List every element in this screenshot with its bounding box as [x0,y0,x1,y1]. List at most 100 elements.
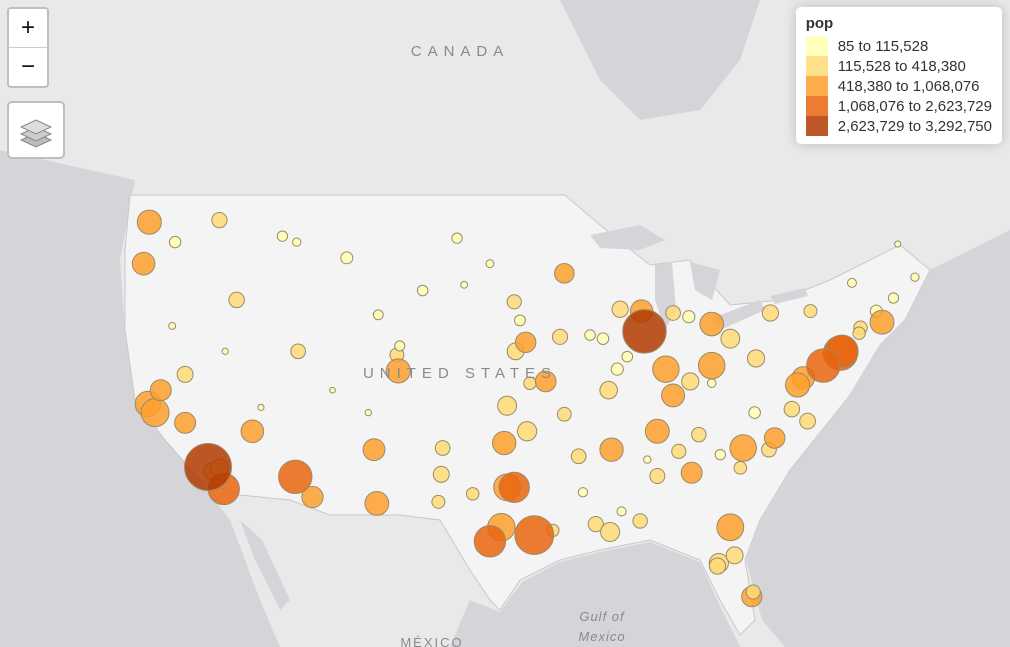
population-marker[interactable] [301,485,324,509]
population-marker[interactable] [329,386,336,394]
population-marker[interactable] [803,304,818,319]
population-marker[interactable] [517,421,538,442]
population-marker[interactable] [887,292,900,304]
population-marker[interactable] [682,310,696,324]
population-marker[interactable] [600,521,621,542]
population-marker[interactable] [716,513,745,542]
population-marker[interactable] [599,437,624,462]
population-marker[interactable] [431,494,446,509]
population-marker[interactable] [599,380,618,400]
population-marker[interactable] [394,340,406,352]
population-marker[interactable] [465,487,480,501]
population-marker[interactable] [340,251,354,265]
population-marker[interactable] [763,427,786,449]
population-marker[interactable] [556,406,572,422]
population-marker[interactable] [149,379,172,402]
population-marker[interactable] [785,372,811,398]
population-marker[interactable] [806,348,841,383]
population-marker[interactable] [596,332,610,345]
population-marker[interactable] [554,263,575,284]
population-marker[interactable] [211,211,228,229]
population-marker[interactable] [799,412,816,430]
population-marker[interactable] [894,240,902,248]
population-marker[interactable] [290,343,307,360]
population-marker[interactable] [729,434,757,462]
population-marker[interactable] [661,383,686,408]
population-marker[interactable] [451,232,463,244]
population-marker[interactable] [725,546,744,565]
population-marker[interactable] [292,237,302,247]
population-marker[interactable] [497,395,518,416]
population-marker[interactable] [691,426,707,443]
population-marker[interactable] [184,443,232,491]
population-marker[interactable] [473,525,507,558]
population-marker[interactable] [174,411,197,434]
population-marker[interactable] [846,277,857,288]
population-marker[interactable] [577,487,589,498]
population-marker[interactable] [665,305,681,321]
population-marker[interactable] [364,491,390,516]
population-marker[interactable] [362,438,386,462]
population-marker[interactable] [720,328,741,349]
population-marker[interactable] [514,314,526,327]
population-marker[interactable] [584,329,596,341]
layers-button[interactable] [7,101,65,159]
population-marker[interactable] [852,326,866,340]
population-marker[interactable] [221,347,229,355]
population-marker[interactable] [671,443,687,459]
population-marker[interactable] [364,408,372,417]
population-marker[interactable] [761,304,780,322]
population-marker[interactable] [514,331,537,354]
population-marker[interactable] [257,403,265,412]
population-marker[interactable] [416,284,429,297]
population-marker[interactable] [610,362,624,376]
population-marker[interactable] [680,461,703,484]
population-marker[interactable] [699,311,725,337]
population-marker[interactable] [534,370,557,393]
population-marker[interactable] [697,351,726,380]
population-marker[interactable] [434,440,451,456]
population-marker[interactable] [372,309,384,321]
population-marker[interactable] [498,471,530,504]
population-marker[interactable] [611,300,629,318]
population-marker[interactable] [622,309,667,354]
population-marker[interactable] [587,515,604,533]
population-marker[interactable] [681,372,700,391]
population-marker[interactable] [783,400,801,418]
population-marker[interactable] [748,406,761,419]
population-marker[interactable] [910,272,920,282]
population-marker[interactable] [228,291,245,309]
population-marker[interactable] [385,358,411,384]
population-marker[interactable] [632,513,648,529]
population-marker[interactable] [506,294,522,310]
population-marker[interactable] [643,455,652,464]
population-marker[interactable] [616,506,627,517]
population-marker[interactable] [131,251,156,276]
population-marker[interactable] [432,465,450,483]
population-marker[interactable] [140,398,170,428]
zoom-in-button[interactable]: + [20,14,35,41]
population-marker[interactable] [706,378,717,388]
population-marker[interactable] [460,280,469,289]
population-marker[interactable] [714,448,726,461]
population-marker[interactable] [747,349,766,368]
population-marker[interactable] [570,448,587,465]
population-marker[interactable] [485,259,495,269]
population-marker[interactable] [733,460,748,475]
zoom-out-button[interactable]: − [9,47,47,86]
population-marker[interactable] [492,430,517,456]
population-marker[interactable] [168,235,182,249]
population-marker[interactable] [176,365,194,383]
population-marker[interactable] [278,459,313,495]
population-marker[interactable] [745,584,761,600]
population-marker[interactable] [649,467,666,484]
population-marker[interactable] [652,355,680,383]
population-marker[interactable] [621,350,634,363]
population-marker[interactable] [551,328,569,345]
population-marker[interactable] [136,209,162,235]
population-marker[interactable] [168,321,177,330]
population-marker[interactable] [276,230,289,242]
population-marker[interactable] [708,557,727,575]
population-marker[interactable] [869,309,895,335]
population-marker[interactable] [644,418,670,444]
